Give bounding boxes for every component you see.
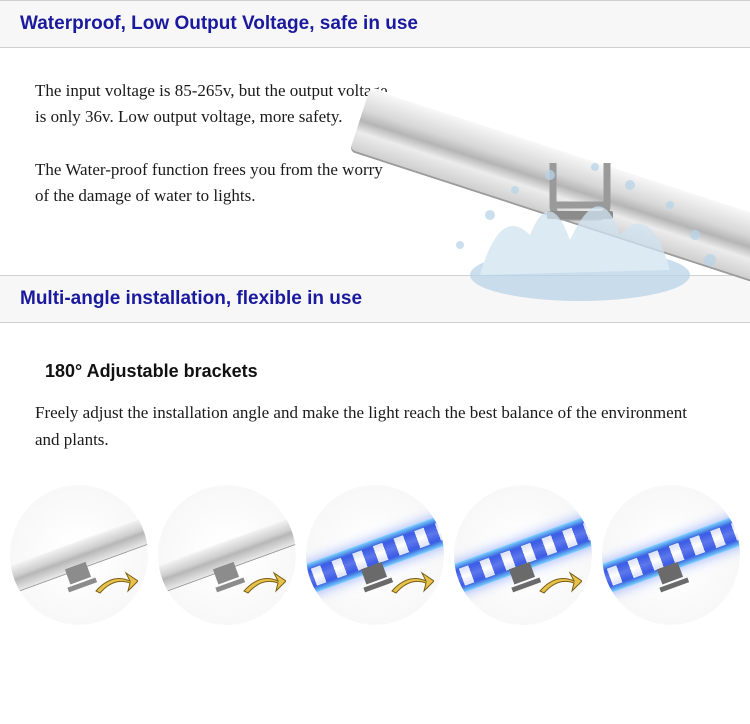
light-bar-lit: [602, 504, 740, 607]
section-header-title: Waterproof, Low Output Voltage, safe in …: [20, 13, 730, 35]
thumbnail-row: [0, 463, 750, 625]
thumbnail-2: [158, 485, 296, 625]
rotate-arrow-icon: [536, 571, 582, 599]
section2-subheading: 180° Adjustable brackets: [0, 353, 750, 400]
section1-paragraph-1: The input voltage is 85-265v, but the ou…: [35, 78, 400, 131]
rotate-arrow-icon: [388, 571, 434, 599]
section2-text-block: Freely adjust the installation angle and…: [0, 400, 750, 453]
hero-product-illustration: [380, 55, 750, 305]
rotate-arrow-icon: [92, 571, 138, 599]
thumbnail-3: [306, 485, 444, 625]
thumbnail-1: [10, 485, 148, 625]
section1-paragraph-2: The Water-proof function frees you from …: [35, 157, 400, 210]
section2-paragraph: Freely adjust the installation angle and…: [35, 400, 715, 453]
section-waterproof: Waterproof, Low Output Voltage, safe in …: [0, 0, 750, 275]
thumbnail-4: [454, 485, 592, 625]
rotate-arrow-icon: [240, 571, 286, 599]
section-multi-angle: Multi-angle installation, flexible in us…: [0, 275, 750, 635]
thumbnail-5: [602, 485, 740, 625]
mounting-bracket-icon: [545, 155, 615, 225]
section-header-waterproof: Waterproof, Low Output Voltage, safe in …: [0, 0, 750, 48]
